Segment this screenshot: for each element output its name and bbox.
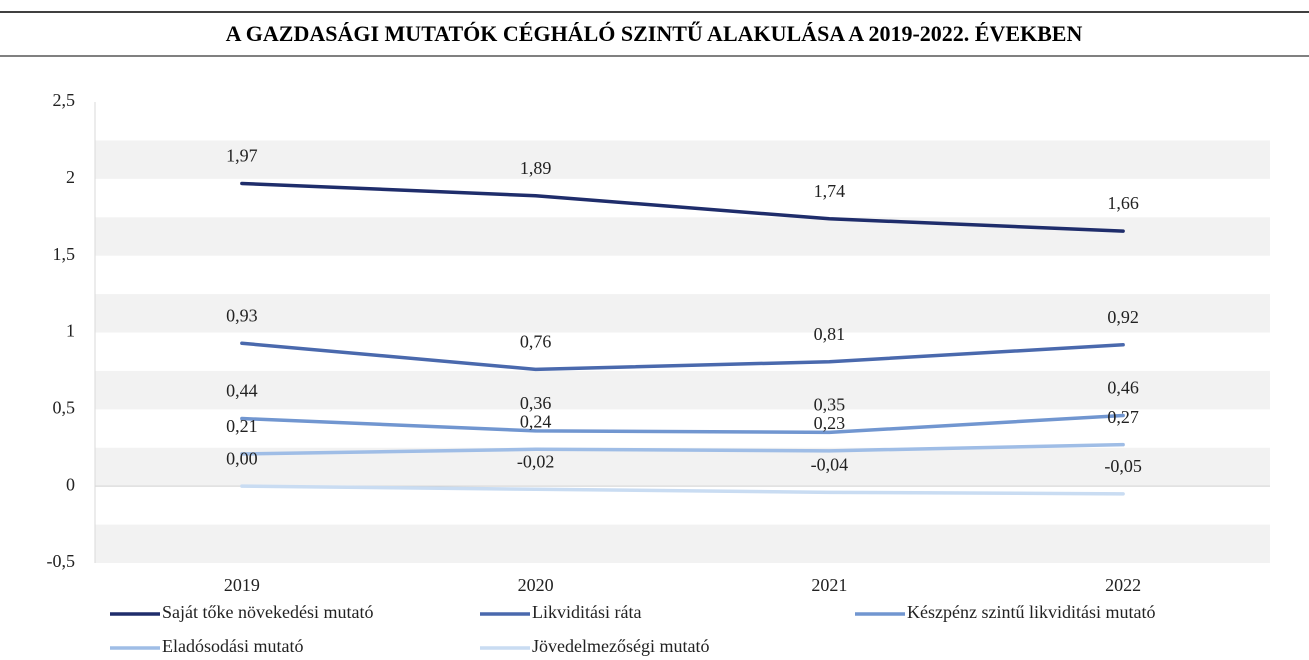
series-line [240,484,1125,496]
data-label: 0,00 [226,448,258,468]
series-line [240,442,1125,456]
data-label: 0,35 [814,395,846,415]
y-tick-label: 2 [66,167,75,187]
x-tick-label: 2020 [518,575,554,595]
data-label: 1,89 [520,158,552,178]
data-label: 0,23 [814,413,846,433]
series-line [240,413,1125,435]
y-tick-label: 0 [66,474,75,494]
y-tick-label: -0,5 [47,551,76,571]
data-label: 0,27 [1107,407,1139,427]
legend-label: Jövedelmezőségi mutató [532,636,709,656]
x-tick-label: 2021 [811,575,847,595]
series-line [240,181,1125,233]
y-tick-label: 1,5 [53,244,76,264]
data-label: 1,97 [226,146,258,166]
plot-stripe [95,255,1270,295]
x-tick-label: 2022 [1105,575,1141,595]
x-tick-label: 2019 [224,575,260,595]
data-label: 0,81 [814,324,846,344]
data-label: -0,04 [811,454,849,474]
y-tick-label: 1 [66,321,75,341]
y-tick-label: 2,5 [53,90,76,110]
data-label: 1,66 [1107,193,1139,213]
legend-label: Likviditási ráta [532,602,641,622]
data-label: 1,74 [814,181,846,201]
legend-label: Saját tőke növekedési mutató [162,602,373,622]
data-label: -0,02 [517,451,555,471]
legend-label: Eladósodási mutató [162,636,303,656]
data-label: 0,21 [226,416,258,436]
data-label: 0,92 [1107,307,1139,327]
data-label: 0,24 [520,411,552,431]
legend-label: Készpénz szintű likviditási mutató [907,602,1155,622]
data-label: -0,05 [1104,456,1142,476]
data-label: 0,44 [226,381,258,401]
data-label: 0,36 [520,393,552,413]
data-label: 0,46 [1107,378,1139,398]
data-label: 0,76 [520,332,552,352]
y-tick-label: 0,5 [53,397,76,417]
plot-stripe [95,409,1270,448]
series-line [240,341,1125,372]
chart-title: A GAZDASÁGI MUTATÓK CÉGHÁLÓ SZINTŰ ALAKU… [226,21,1083,46]
plot-stripe [95,102,1270,141]
data-label: 0,93 [226,305,258,325]
